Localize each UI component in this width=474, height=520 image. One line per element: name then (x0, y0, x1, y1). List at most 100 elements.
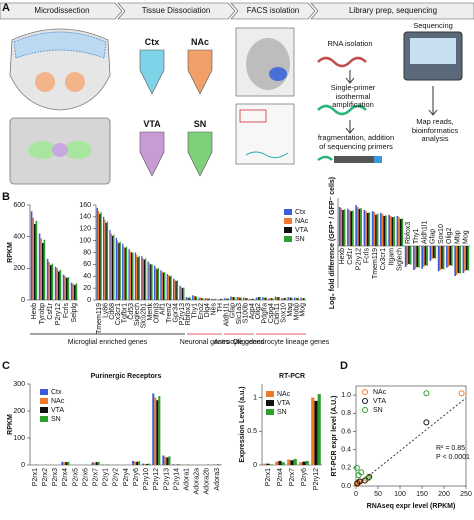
bar (97, 210, 100, 300)
y-axis-label: Log₂ fold difference (GFP⁺ / GFP⁻ cells) (329, 177, 336, 309)
bar (388, 214, 390, 246)
bar (43, 239, 46, 300)
bar (429, 246, 432, 261)
x-tick-label: P2rx4 (277, 468, 284, 486)
bar (264, 297, 266, 300)
y-tick-label: 1.0 (341, 392, 351, 399)
facs-gate (239, 109, 267, 123)
bar (169, 276, 171, 300)
bar (253, 298, 255, 300)
chart-title: Purinergic Receptors (91, 373, 162, 380)
y-tick-label: 0 (21, 297, 25, 304)
x-tick-label: Mog (300, 303, 307, 317)
bar (462, 246, 465, 273)
bar (311, 397, 315, 465)
bar (446, 246, 448, 268)
x-tick-label: P2ry13 (163, 468, 170, 490)
point (365, 474, 372, 481)
step-text: RNA isolation (327, 39, 373, 48)
bar (119, 241, 121, 300)
bar (467, 246, 470, 271)
nac-region (35, 72, 55, 92)
legend-marker (362, 389, 368, 395)
plot-frame (355, 385, 467, 487)
bar (198, 297, 200, 300)
bar (406, 246, 409, 266)
bar (269, 464, 273, 465)
bar (202, 298, 204, 300)
bar (240, 297, 242, 300)
bar (290, 460, 294, 465)
legend-label: NAc (373, 389, 387, 396)
bar (40, 238, 42, 300)
legend-swatch (40, 398, 48, 404)
y-tick-label: 40 (83, 273, 91, 280)
bar (164, 456, 167, 465)
y-tick-label: 0.5 (247, 428, 257, 435)
legend-label: VTA (51, 407, 64, 414)
bar (431, 246, 433, 260)
bar (101, 464, 104, 465)
x-tick-label: Cd68 (109, 303, 116, 320)
x-tick-label: Olfml3 (153, 303, 160, 323)
bar (178, 464, 181, 465)
x-tick-label: Adora3 (214, 468, 221, 491)
bar (227, 298, 229, 300)
x-tick-label: Thy1 (413, 228, 420, 244)
legend-marker (362, 398, 368, 404)
x-tick-label: P2rx7 (93, 468, 100, 486)
bar (134, 252, 137, 300)
y-tick-label: 20 (83, 285, 91, 292)
step-label: Microdissection (34, 6, 90, 15)
x-tick-label: P2ry10 (143, 468, 150, 490)
bar (42, 243, 44, 300)
bar (290, 297, 292, 300)
bar (449, 246, 452, 266)
bar (141, 256, 143, 300)
arrow (345, 70, 355, 134)
bar (348, 210, 351, 246)
bar (371, 211, 374, 246)
bar (365, 211, 367, 246)
y-tick-label: 0.8 (341, 410, 351, 417)
y-tick-label: 400 (13, 234, 25, 241)
bar (142, 463, 145, 465)
facs-gate (269, 67, 287, 81)
bar (72, 284, 74, 300)
bar (181, 288, 184, 300)
bar (426, 246, 428, 266)
x-tick-label: Pdgfra (261, 303, 268, 324)
y-tick-label: 200 (13, 408, 25, 415)
bar (296, 298, 298, 300)
bar (218, 299, 221, 300)
y-tick-label: 160 (79, 202, 91, 209)
step-box (117, 2, 236, 20)
bar (204, 298, 207, 300)
step-box (310, 2, 474, 20)
bar (193, 295, 195, 300)
x-tick-label: Tyrobp (39, 303, 46, 325)
panel-label: B (2, 191, 10, 203)
x-tick-label: TH (217, 303, 224, 312)
bar (385, 215, 387, 246)
bar (459, 246, 461, 274)
bar (454, 246, 456, 276)
bar (393, 216, 395, 246)
annotation: R² = 0.85 (436, 445, 465, 452)
x-tick-label: P2ry2 (113, 468, 120, 486)
bar (217, 299, 219, 300)
bar (236, 297, 238, 300)
bar (137, 257, 139, 300)
bar (305, 460, 309, 465)
y-tick-label: 1 (253, 394, 257, 401)
bar (63, 462, 66, 465)
bar (38, 233, 41, 300)
bar (168, 456, 171, 465)
bar (103, 464, 106, 465)
bar (343, 209, 346, 246)
bar (268, 298, 270, 300)
legend-label: SN (295, 236, 305, 243)
x-tick-label: Slc1a3 (236, 303, 243, 325)
vta-region (52, 143, 68, 157)
